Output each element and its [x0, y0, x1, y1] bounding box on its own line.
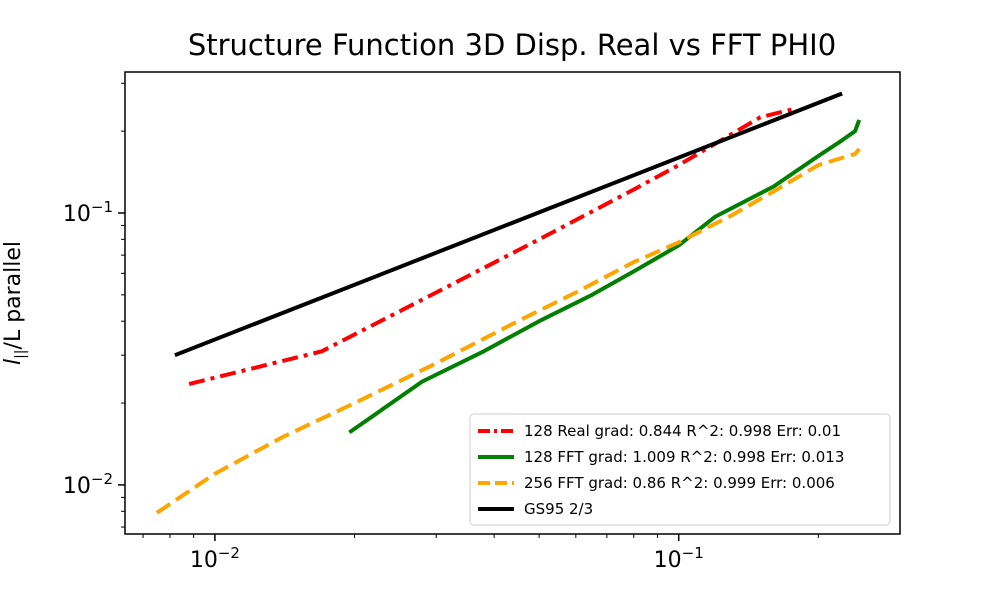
series-line-2: [348, 119, 862, 435]
ticks-layer: 10−2 10−1 10−2 10−1: [63, 82, 819, 573]
x-tick-label-1: 10−2: [190, 544, 240, 573]
legend-label-4: GS95 2/3: [524, 500, 593, 518]
y-axis-label-rest: /L parallel: [1, 241, 26, 350]
y-axis-label-symbol: l: [1, 359, 26, 365]
legend: 128 Real grad: 0.844 R^2: 0.998 Err: 0.0…: [469, 413, 891, 526]
legend-box: [469, 413, 891, 526]
series-line-3: [155, 147, 861, 515]
svg-text:l||/L parallel: l||/L parallel: [1, 241, 29, 365]
y-axis-label: l||/L parallel: [1, 241, 29, 365]
series-layer: [155, 91, 862, 515]
y-tick-label-1: 10−2: [63, 470, 113, 499]
legend-label-1: 128 Real grad: 0.844 R^2: 0.998 Err: 0.0…: [524, 422, 841, 440]
y-axis-label-subscript: ||: [13, 349, 29, 358]
legend-label-2: 128 FFT grad: 1.009 R^2: 0.998 Err: 0.01…: [524, 448, 844, 466]
series-line-1: [188, 107, 792, 386]
plot-frame: [124, 71, 901, 535]
chart-title: Structure Function 3D Disp. Real vs FFT …: [188, 28, 836, 62]
x-tick-label-2: 10−1: [654, 544, 704, 573]
legend-label-3: 256 FFT grad: 0.86 R^2: 0.999 Err: 0.006: [524, 474, 835, 492]
y-tick-label-2: 10−1: [63, 198, 113, 227]
series-line-4: [174, 91, 843, 358]
